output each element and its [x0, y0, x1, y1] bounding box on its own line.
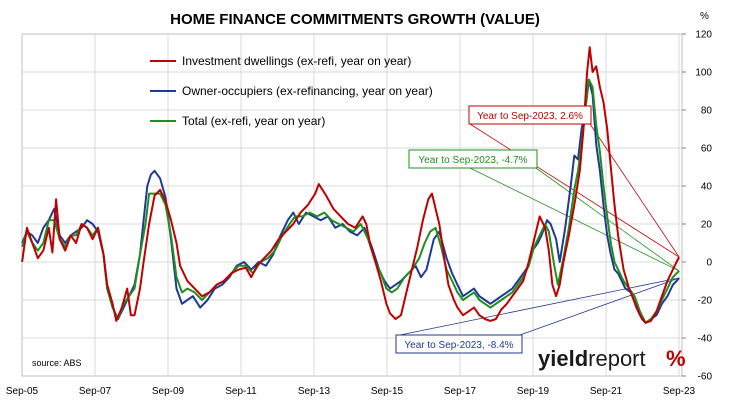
- yieldreport-logo: yieldreport %: [538, 346, 686, 371]
- y-tick-label: -60: [698, 372, 713, 383]
- x-tick-label: Sep-07: [79, 386, 112, 397]
- y-tick-label: -40: [698, 334, 713, 345]
- x-tick-label: Sep-15: [371, 386, 404, 397]
- y-tick-label: 120: [695, 30, 712, 41]
- x-axis: Sep-05 Sep-07 Sep-09 Sep-11 Sep-13 Sep-15 Sep-…: [6, 386, 696, 397]
- y-tick-label: 80: [701, 106, 713, 117]
- annotation-connector-line: [519, 277, 680, 336]
- legend-entry-investment: Investment dwellings (ex-refi, year on y…: [150, 54, 411, 68]
- annotation-connector-line: [589, 123, 680, 258]
- legend: Investment dwellings (ex-refi, year on y…: [150, 54, 433, 128]
- annotation-total-text: Year to Sep-2023, -4.7%: [418, 155, 527, 166]
- logo-text: yieldreport: [538, 346, 646, 371]
- x-tick-label: Sep-21: [590, 386, 623, 397]
- annotation-investment-text: Year to Sep-2023, 2.6%: [477, 111, 583, 122]
- x-tick-label: Sep-13: [298, 386, 331, 397]
- series-lines: [21, 46, 680, 324]
- y-tick-label: 0: [706, 258, 712, 269]
- y-tick-label: 60: [701, 144, 713, 155]
- annotations: Year to Sep-2023, 2.6% Year to Sep-2023,…: [395, 105, 592, 354]
- legend-entry-total: Total (ex-refi, year on year): [150, 114, 325, 128]
- annotation-investment: Year to Sep-2023, 2.6%: [468, 105, 592, 125]
- series-line-total: [21, 78, 680, 324]
- x-tick-label: Sep-09: [152, 386, 185, 397]
- series-line-investment: [21, 46, 680, 324]
- y-tick-label: 20: [701, 220, 713, 231]
- legend-entry-owner: Owner-occupiers (ex-refinancing, year on…: [150, 84, 433, 98]
- y-tick-label: 100: [695, 68, 712, 79]
- legend-label-investment: Investment dwellings (ex-refi, year on y…: [182, 54, 411, 68]
- y-axis-unit: %: [700, 11, 709, 22]
- annotation-owner-text: Year to Sep-2023, -8.4%: [404, 340, 513, 351]
- legend-label-total: Total (ex-refi, year on year): [182, 114, 325, 128]
- y-tick-label: 40: [701, 182, 713, 193]
- x-tick-label: Sep-11: [225, 386, 257, 397]
- annotation-total: Year to Sep-2023, -4.7%: [408, 149, 538, 169]
- x-tick-label: Sep-17: [444, 386, 477, 397]
- y-axis: -60 -40 -20 0 20 40 60 80 100 120: [682, 30, 712, 383]
- x-tick-label: Sep-19: [517, 386, 550, 397]
- x-tick-label: Sep-23: [663, 386, 696, 397]
- x-tick-label: Sep-05: [6, 386, 39, 397]
- y-tick-label: -20: [698, 296, 713, 307]
- annotation-connector-line: [469, 167, 680, 272]
- source-note: source: ABS: [32, 358, 82, 368]
- chart-title: HOME FINANCE COMMITMENTS GROWTH (VALUE): [170, 11, 540, 28]
- legend-label-owner: Owner-occupiers (ex-refinancing, year on…: [182, 84, 433, 98]
- annotation-connector-line: [399, 277, 680, 336]
- logo-percent-mark: %: [666, 346, 686, 371]
- annotation-owner: Year to Sep-2023, -8.4%: [395, 334, 523, 354]
